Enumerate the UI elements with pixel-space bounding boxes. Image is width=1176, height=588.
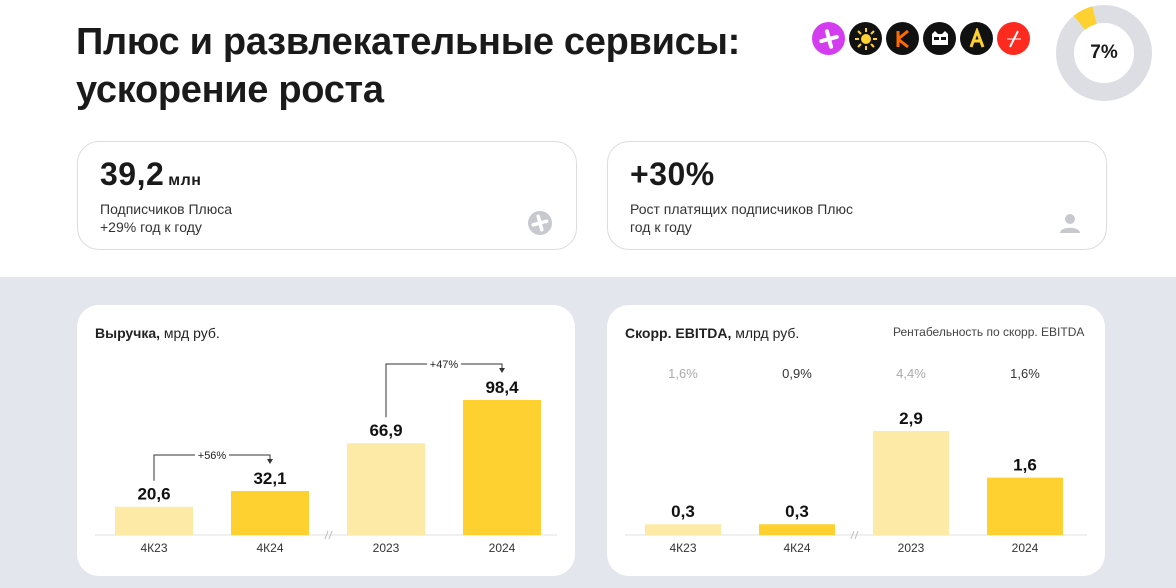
margin-label: 1,6% xyxy=(1010,366,1040,381)
margin-label: 1,6% xyxy=(668,366,698,381)
bar-1 xyxy=(231,490,309,535)
bar-value-label: 2,9 xyxy=(899,409,923,428)
bar-value-label: 0,3 xyxy=(671,502,695,521)
kpi-description: Подписчиков Плюса +29% год к году xyxy=(100,201,232,235)
revenue-chart-card: Выручка, мрд руб. 20,6 4К23 32,1 4К24 66,9 20… xyxy=(77,305,575,576)
axis-break-mark xyxy=(850,530,859,540)
category-label: 4К23 xyxy=(140,541,167,555)
kpi-value: 39,2 млн xyxy=(100,156,202,192)
growth-label: +47% xyxy=(430,359,459,371)
category-label: 4К24 xyxy=(256,541,283,555)
plus-logo-icon xyxy=(812,22,845,55)
margin-label: 4,4% xyxy=(896,366,926,381)
growth-arrow-head xyxy=(499,368,505,373)
kinopoisk-logo-icon xyxy=(886,22,919,55)
category-label: 2024 xyxy=(1012,541,1039,555)
bar-2 xyxy=(873,431,949,535)
growth-label-bg xyxy=(195,446,229,463)
margin-label: 0,9% xyxy=(782,366,812,381)
bar-value-label: 98,4 xyxy=(485,378,519,397)
category-label: 2024 xyxy=(489,541,516,555)
category-label: 4К23 xyxy=(669,541,696,555)
bar-0 xyxy=(645,524,721,535)
plus-icon xyxy=(528,211,552,235)
revenue-chart-title: Выручка, мрд руб. xyxy=(95,325,220,341)
ebitda-chart-title: Скорр. EBITDA, млрд руб. xyxy=(625,325,800,341)
bar-1 xyxy=(759,524,835,535)
bar-value-label: 0,3 xyxy=(785,502,809,521)
user-icon xyxy=(1060,214,1080,233)
afisha-logo-icon xyxy=(997,22,1030,55)
bar-value-label: 1,6 xyxy=(1013,456,1037,475)
kpi-card-subscribers: 39,2 млн Подписчиков Плюса +29% год к год… xyxy=(77,141,577,250)
letter-a-logo-icon xyxy=(960,22,993,55)
bar-value-label: 66,9 xyxy=(369,421,402,440)
bar-2 xyxy=(347,443,425,535)
service-logos xyxy=(812,22,1030,55)
sun-logo-icon xyxy=(849,22,882,55)
ebitda-chart-card: Скорр. EBITDA, млрд руб. Рентабельность … xyxy=(607,305,1105,576)
share-value: 7% xyxy=(1090,42,1118,63)
share-donut xyxy=(1056,5,1152,101)
bar-3 xyxy=(987,477,1063,535)
revenue-chart: 20,6 4К23 32,1 4К24 66,9 2023 98,4 2024 +56% +47% xyxy=(95,356,557,555)
cat-logo-icon xyxy=(923,22,956,55)
ebitda-margin-subtitle: Рентабельность по скорр. EBITDA xyxy=(893,325,1085,339)
growth-label: +56% xyxy=(198,450,227,462)
growth-label-bg xyxy=(427,356,461,372)
category-label: 2023 xyxy=(898,541,925,555)
bar-0 xyxy=(115,506,193,535)
category-label: 2023 xyxy=(373,541,400,555)
title-line-2: ускорение роста xyxy=(76,69,384,111)
axis-break-mark xyxy=(324,530,333,540)
page-title: Плюс и развлекательные сервисы: ускорени… xyxy=(76,18,740,114)
ebitda-chart: 0,3 4К23 0,3 4К24 2,9 2023 1,6 2024 1,6% 0,9% 4,4%… xyxy=(625,366,1087,555)
kpi-description: Рост платящих подписчиков Плюс год к год… xyxy=(630,201,853,235)
category-label: 4К24 xyxy=(783,541,810,555)
bar-value-label: 32,1 xyxy=(253,469,286,488)
kpi-value: +30% xyxy=(630,156,715,192)
bar-3 xyxy=(463,400,541,535)
title-line-1: Плюс и развлекательные сервисы: xyxy=(76,21,740,63)
kpi-card-growth: +30% Рост платящих подписчиков Плюс год … xyxy=(607,141,1107,250)
growth-arrow-head xyxy=(267,458,273,464)
bar-value-label: 20,6 xyxy=(137,485,170,504)
